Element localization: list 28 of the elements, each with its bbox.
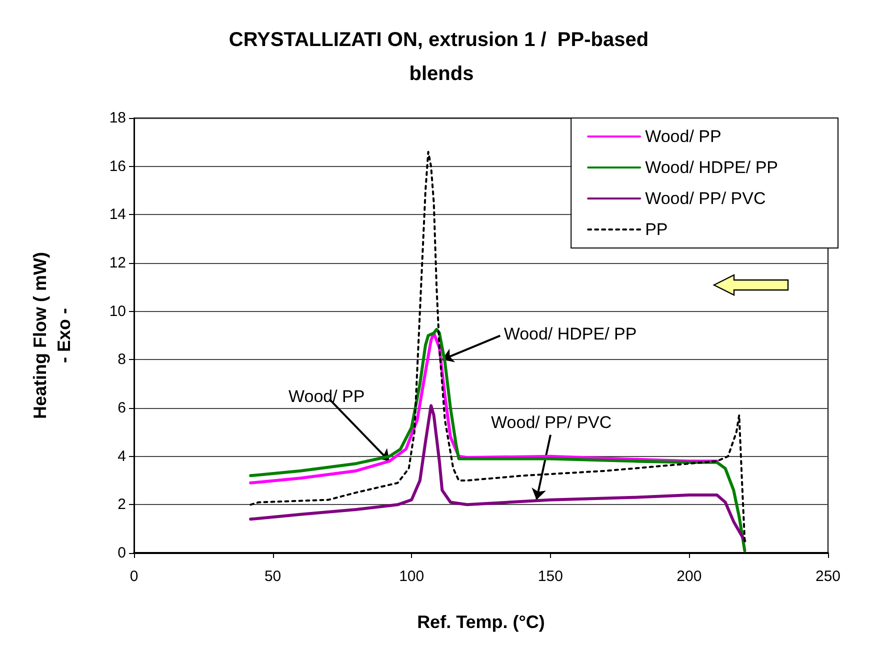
y-tick-label: 0 bbox=[118, 544, 126, 562]
y-tick-label: 10 bbox=[109, 302, 126, 320]
x-tick-label: 0 bbox=[130, 568, 138, 585]
y-axis-title: Heating Flow ( mW) - Exo - bbox=[30, 252, 74, 419]
y-tick-label: 16 bbox=[109, 158, 126, 175]
annotation: Wood/ PP/ PVC bbox=[491, 412, 612, 432]
x-tick-label: 250 bbox=[815, 568, 841, 585]
x-tick-label: 50 bbox=[264, 568, 282, 585]
y-tick-label: 12 bbox=[109, 254, 126, 272]
x-tick-label: 200 bbox=[676, 568, 702, 585]
legend-label: Wood/ PP/ PVC bbox=[645, 189, 766, 208]
annotation: Wood/ PP bbox=[288, 386, 365, 406]
legend-label: PP bbox=[645, 220, 668, 239]
y-tick-label: 6 bbox=[118, 400, 126, 416]
y-tick-label: 4 bbox=[118, 448, 126, 465]
legend-label: Wood/ HDPE/ PP bbox=[645, 158, 778, 177]
line-series bbox=[249, 404, 746, 542]
x-axis-title: Ref. Temp. (°C) bbox=[417, 612, 545, 632]
line-series bbox=[249, 328, 746, 552]
annotation: Wood/ HDPE/ PP bbox=[504, 324, 637, 344]
x-tick-label: 150 bbox=[538, 568, 563, 585]
y-tick-label: 2 bbox=[118, 496, 126, 514]
y-tick-label: 8 bbox=[118, 351, 126, 368]
y-tick-label: 14 bbox=[109, 206, 126, 224]
y-tick-label: 18 bbox=[109, 110, 126, 126]
x-tick-label: 100 bbox=[399, 568, 424, 585]
legend-label: Wood/ PP bbox=[645, 127, 722, 146]
chart-title: CRYSTALLIZATI ON, extrusion 1 / PP-based blends bbox=[228, 29, 654, 85]
